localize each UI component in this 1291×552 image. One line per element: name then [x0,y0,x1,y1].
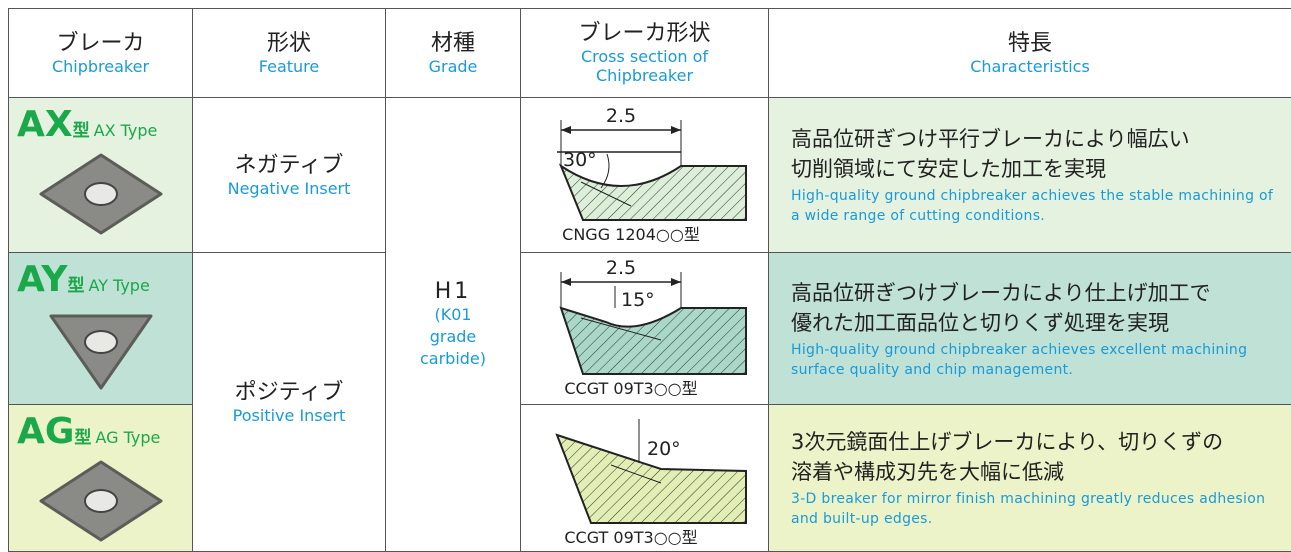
dim-label: 2.5 [606,105,636,127]
chip-type: AX Type [94,121,158,140]
char-en: High-quality ground chipbreaker achieves… [791,186,1277,226]
cross-section: 20° CCGT 09T3○○型 [521,405,767,551]
char-ja: 溶着や構成刃先を大幅に低減 [791,457,1277,487]
grade-name: H1 [386,279,520,304]
header-en: Grade [386,57,520,76]
insert-hole [85,331,117,353]
char-ja: 優れた加工面品位と切りくず処理を実現 [791,308,1277,338]
feature-ja: ネガティブ [193,153,385,179]
char-ja: 3次元鏡面仕上げブレーカにより、切りくずの [791,427,1277,457]
header-ja: 形状 [193,31,385,57]
insert-image [31,456,171,546]
insert-image [31,304,171,394]
chip-suffix: 型 [74,428,91,448]
section-body [561,166,746,220]
char-ja: 切削領域にて安定した加工を実現 [791,154,1277,184]
chip-suffix: 型 [73,121,90,141]
char-en: 3-D breaker for mirror finish machining … [791,489,1277,529]
chip-code: AY [17,259,67,300]
header-en: Characteristics [769,57,1291,76]
model-label: CNGG 1204○○型 [562,225,700,244]
section-cell: 20° CCGT 09T3○○型 [521,405,769,552]
model-label: CCGT 09T3○○型 [564,528,697,547]
cross-section: 2.5 30° CNGG 1204○○型 [521,102,767,248]
header-en: Feature [193,57,385,76]
grade-note: (K01 grade carbide) [386,304,520,370]
char-ja: 高品位研ぎつけブレーカにより仕上げ加工で [791,278,1277,308]
feature-en: Negative Insert [193,179,385,198]
header-en: Chipbreaker [9,57,192,76]
section-cell: 2.5 15° CCGT 09T3○○型 [521,253,769,405]
dim-label: 2.5 [606,257,636,279]
char-en: High-quality ground chipbreaker achieves… [791,340,1277,380]
chip-code: AX [17,104,73,145]
char-ja: 高品位研ぎつけ平行ブレーカにより幅広い [791,124,1277,154]
insert-hole [85,183,117,205]
chip-suffix: 型 [67,276,84,296]
angle-arc [601,154,609,188]
grade-cell: H1(K01 grade carbide) [386,98,521,552]
insert-image [31,149,171,239]
feature-en: Positive Insert [193,406,385,425]
angle-label: 30° [563,149,597,171]
angle-label: 20° [647,438,681,460]
header-ja: 特長 [769,31,1291,57]
header-ja: ブレーカ [9,31,192,57]
model-label: CCGT 09T3○○型 [564,379,697,398]
chip-type: AG Type [95,428,160,447]
header-ja: 材種 [386,31,520,57]
insert-hole [85,490,117,512]
section-cell: 2.5 30° CNGG 1204○○型 [521,98,769,253]
angle-label: 15° [621,289,655,311]
cross-section: 2.5 15° CCGT 09T3○○型 [521,256,767,402]
header-en: Cross section of Chipbreaker [521,47,768,85]
chip-code: AG [17,411,74,452]
section-body [561,308,746,374]
header-ja: ブレーカ形状 [521,21,768,47]
chip-type: AY Type [88,276,149,295]
feature-ja: ポジティブ [193,380,385,406]
